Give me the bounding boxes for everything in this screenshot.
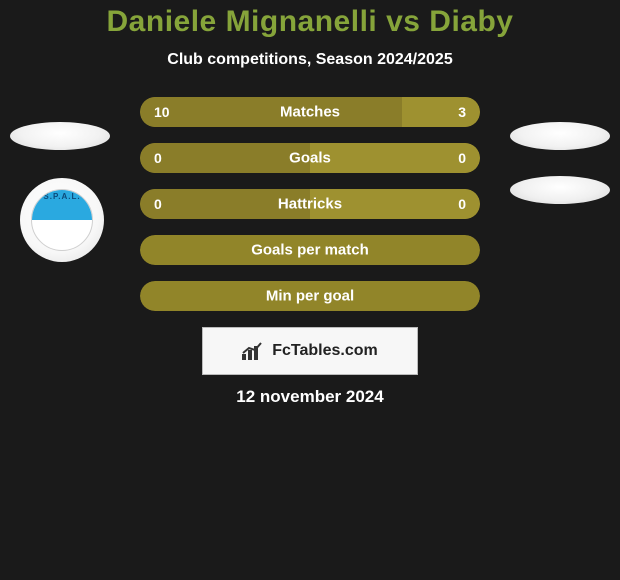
comparison-card: Daniele Mignanelli vs Diaby Club competi…	[0, 0, 620, 407]
stat-row: Goals per match	[140, 235, 480, 265]
brand-box: FcTables.com	[202, 327, 418, 375]
bars-icon	[242, 342, 264, 360]
stat-label: Min per goal	[140, 288, 480, 305]
stat-value-left: 0	[154, 150, 162, 166]
stat-value-left: 0	[154, 196, 162, 212]
stat-row: Goals0 0	[140, 143, 480, 173]
stat-label: Goals	[140, 150, 480, 167]
stat-value-right: 0	[458, 196, 466, 212]
stat-rows: Matches103Goals00Hattricks00Goals per ma…	[0, 97, 620, 311]
stat-row: Hattricks0 0	[140, 189, 480, 219]
stat-label: Goals per match	[140, 242, 480, 259]
brand-text: FcTables.com	[272, 342, 378, 360]
subtitle: Club competitions, Season 2024/2025	[0, 51, 620, 69]
stat-value-right: 3	[458, 104, 466, 120]
stat-value-left: 10	[154, 104, 170, 120]
page-title: Daniele Mignanelli vs Diaby	[0, 5, 620, 39]
stat-label: Hattricks	[140, 196, 480, 213]
date-text: 12 november 2024	[0, 387, 620, 407]
stat-value-right: 0	[458, 150, 466, 166]
stat-row: Min per goal	[140, 281, 480, 311]
stat-label: Matches	[140, 104, 480, 121]
stat-row: Matches10 3	[140, 97, 480, 127]
